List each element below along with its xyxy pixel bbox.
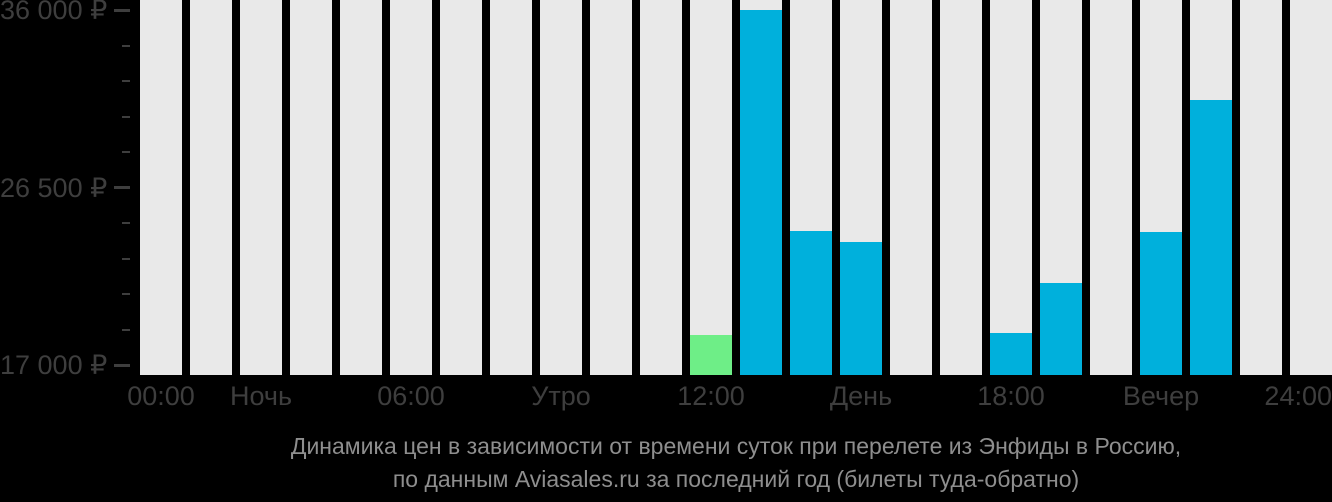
bar-background	[390, 0, 432, 375]
bar-slot-16	[940, 0, 982, 375]
bar-background	[990, 0, 1032, 375]
x-axis-label-2400: 24:00	[1264, 381, 1332, 411]
bar-background	[1290, 0, 1332, 375]
bar-background	[1240, 0, 1282, 375]
bar-slot-22	[1240, 0, 1282, 375]
price-bar-21h	[1190, 99, 1232, 375]
bar-slot-19	[1090, 0, 1132, 375]
y-tick-minor	[122, 328, 130, 331]
price-bar-11h	[690, 335, 732, 375]
x-axis-label-1800: 18:00	[977, 381, 1045, 411]
bar-slot-02	[240, 0, 282, 375]
price-bar-20h	[1140, 232, 1182, 375]
plot-area	[140, 0, 1332, 375]
y-axis-label: 26 500 ₽	[0, 172, 108, 203]
bar-background	[140, 0, 182, 375]
bar-background	[890, 0, 932, 375]
price-bar-17h	[990, 333, 1032, 375]
chart-caption: Динамика цен в зависимости от времени су…	[140, 430, 1332, 496]
bar-background	[690, 0, 732, 375]
bar-slot-10	[640, 0, 682, 375]
x-axis-label-1200: 12:00	[677, 381, 745, 411]
bar-slot-07	[490, 0, 532, 375]
bar-background	[190, 0, 232, 375]
bar-slot-00	[140, 0, 182, 375]
y-tick-minor	[122, 222, 130, 224]
x-axis: 00:00 Ночь 06:00 Утро 12:00 День 18:00 Вечер 24:…	[127, 381, 1332, 413]
price-bar-13h	[790, 230, 832, 375]
bar-slot-03	[290, 0, 332, 375]
bar-slot-13	[790, 0, 832, 375]
y-tick-minor	[122, 115, 130, 118]
y-tick-major	[114, 363, 130, 367]
y-axis-label: 17 000 ₽	[0, 350, 108, 380]
y-tick-minor	[122, 151, 130, 153]
bar-slot-21	[1190, 0, 1232, 375]
bar-slot-23	[1290, 0, 1332, 375]
x-axis-label-0000: 00:00	[127, 381, 195, 411]
bar-slot-09	[590, 0, 632, 375]
x-axis-label-День: День	[829, 381, 893, 411]
y-tick-major	[114, 8, 130, 12]
bar-slot-06	[440, 0, 482, 375]
y-tick-minor	[122, 80, 130, 82]
bar-background	[240, 0, 282, 375]
bar-background	[590, 0, 632, 375]
y-tick-major	[114, 186, 130, 189]
y-tick-minor	[122, 44, 130, 47]
x-axis-label-Ночь: Ночь	[229, 381, 293, 411]
caption-line-2: по данным Aviasales.ru за последний год …	[392, 466, 1080, 492]
bar-slot-01	[190, 0, 232, 375]
bar-background	[490, 0, 532, 375]
bar-slot-17	[990, 0, 1032, 375]
bar-background	[940, 0, 982, 375]
bar-slot-05	[390, 0, 432, 375]
bar-slot-20	[1140, 0, 1182, 375]
bar-background	[640, 0, 682, 375]
caption-line-1: Динамика цен в зависимости от времени су…	[290, 433, 1182, 459]
bar-background	[340, 0, 382, 375]
bar-background	[440, 0, 482, 375]
price-bar-12h	[740, 10, 782, 375]
y-axis: 36 000 ₽ 26 500 ₽ 17 000 ₽	[0, 0, 140, 379]
bar-slot-14	[840, 0, 882, 375]
x-axis-label-Вечер: Вечер	[1122, 381, 1200, 411]
y-tick-minor	[122, 293, 130, 295]
bar-slot-12	[740, 0, 782, 375]
y-axis-label: 36 000 ₽	[0, 0, 108, 25]
x-axis-label-Утро: Утро	[531, 381, 591, 411]
x-axis-label-0600: 06:00	[377, 381, 445, 411]
bar-background	[540, 0, 582, 375]
bar-slot-08	[540, 0, 582, 375]
y-tick-minor	[122, 257, 130, 260]
bar-background	[1090, 0, 1132, 375]
bar-slot-15	[890, 0, 932, 375]
price-bar-14h	[840, 241, 882, 375]
bar-background	[290, 0, 332, 375]
bar-slot-04	[340, 0, 382, 375]
bar-slot-11	[690, 0, 732, 375]
price-bar-18h	[1040, 282, 1082, 375]
bar-slot-18	[1040, 0, 1082, 375]
